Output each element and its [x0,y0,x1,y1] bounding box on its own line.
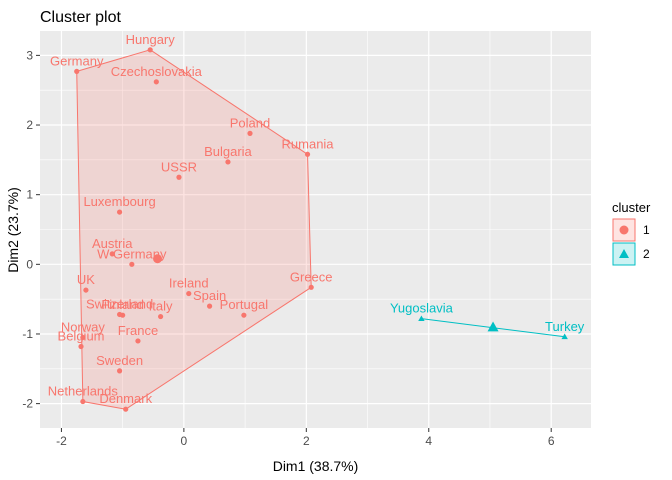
label-yugoslavia: Yugoslavia [390,301,454,316]
label-denmark: Denmark [99,391,152,406]
label-poland: Poland [230,115,270,130]
label-czechoslovakia: Czechoslovakia [111,64,203,79]
label-sweden: Sweden [96,353,143,368]
label-turkey: Turkey [545,319,585,334]
legend-marker-2 [619,249,629,258]
point-denmark [123,406,129,412]
point-germany [74,68,80,74]
label-rumania: Rumania [282,136,335,151]
y-axis-title: Dim2 (23.7%) [5,187,21,273]
point-luxembourg [116,209,123,215]
point-uk [83,287,89,293]
label-italy: Italy [149,299,173,314]
label-ireland: Ireland [169,276,209,291]
point-turkey [561,333,568,340]
y-tick-label: 3 [26,48,33,62]
label-norway: Norway [61,319,106,334]
point-sweden [116,368,123,374]
x-axis-ticks: -2 0 2 4 6 [56,428,555,448]
legend-title: cluster [612,200,651,215]
point-bulgaria [225,159,231,165]
label-austria: Austria [92,236,133,251]
label-greece: Greece [290,269,333,284]
legend-label-1: 1 [643,223,650,237]
label-spain: Spain [193,288,226,303]
x-tick-label: 0 [181,434,188,448]
label-hungary: Hungary [126,32,176,47]
point-spain [206,303,213,309]
label-w-germany: W Germany [97,246,167,261]
y-tick-label: 1 [26,188,33,202]
point-yugoslavia [418,315,425,322]
point-ussr [176,174,182,180]
label-uk: UK [77,272,95,287]
cluster-2-center [487,321,499,332]
point-norway [80,334,86,341]
point-portugal [241,312,247,318]
chart-title: Cluster plot [40,9,121,26]
point-france [135,338,141,344]
legend: cluster 1 2 [612,200,651,266]
point-poland [247,130,253,136]
legend-label-2: 2 [643,247,650,261]
y-tick-label: -1 [22,327,33,341]
y-tick-label: 2 [26,118,33,132]
point-ireland [186,290,192,297]
y-tick-label: 0 [26,257,33,271]
x-tick-label: -2 [56,434,67,448]
data-points [74,47,568,412]
y-axis-ticks: -2 -1 0 1 2 3 [22,48,40,411]
label-france: France [118,323,158,338]
label-luxembourg: Luxembourg [83,194,155,209]
point-labels: Hungary Germany Czechoslovakia Poland Rumani… [48,32,585,406]
y-tick-label: -2 [22,397,33,411]
point-w-germany [129,261,135,267]
x-tick-label: 4 [425,434,432,448]
label-finland: Finland [101,297,144,312]
point-netherlands [80,398,86,405]
label-portugal: Portugal [220,297,269,312]
x-tick-label: 2 [303,434,310,448]
point-belgium [78,343,84,350]
point-czechoslovakia [153,79,159,85]
point-finland [120,312,126,318]
cluster-1-center [153,254,163,264]
x-axis-title: Dim1 (38.7%) [273,458,359,474]
point-italy [158,313,164,320]
label-bulgaria: Bulgaria [204,144,252,159]
label-ussr: USSR [161,159,197,174]
label-germany: Germany [50,53,104,68]
x-tick-label: 6 [548,434,555,448]
point-greece [308,284,314,290]
legend-marker-1 [619,225,629,235]
point-hungary [147,47,153,53]
label-switzerland: Switzerland [86,296,153,311]
point-rumania [304,151,311,157]
grid-lines [40,31,591,428]
label-netherlands: Netherlands [48,384,119,399]
label-belgium: Belgium [58,329,105,344]
point-austria [109,251,115,257]
